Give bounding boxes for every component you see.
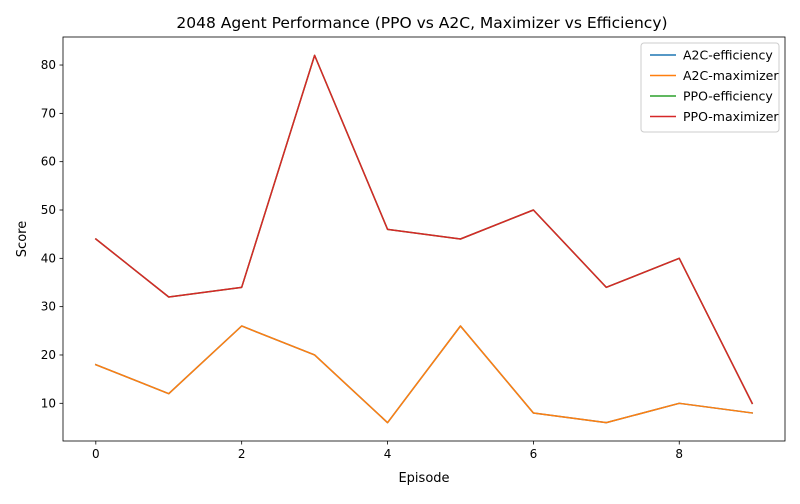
x-axis-label: Episode bbox=[398, 471, 449, 486]
y-tick-label: 70 bbox=[41, 106, 56, 120]
legend-label-a2c-efficiency: A2C-efficiency bbox=[683, 48, 773, 63]
x-axis-ticks: 0 2 4 6 8 bbox=[92, 441, 683, 461]
y-tick-label: 80 bbox=[41, 58, 56, 72]
chart-title: 2048 Agent Performance (PPO vs A2C, Maxi… bbox=[176, 14, 667, 32]
y-tick-label: 30 bbox=[41, 300, 56, 314]
legend-label-a2c-maximizer: A2C-maximizer bbox=[683, 68, 779, 83]
legend-items: A2C-efficiency A2C-maximizer PPO-efficienc… bbox=[650, 48, 779, 124]
x-tick-label: 0 bbox=[92, 447, 100, 461]
y-axis-label: Score bbox=[15, 221, 30, 257]
legend-label-ppo-maximizer: PPO-maximizer bbox=[683, 109, 779, 124]
y-tick-label: 50 bbox=[41, 203, 56, 217]
legend-box bbox=[640, 42, 780, 133]
x-tick-label: 2 bbox=[238, 447, 246, 461]
x-tick-label: 6 bbox=[530, 447, 538, 461]
legend-label-ppo-efficiency: PPO-efficiency bbox=[683, 89, 773, 104]
series-line-ppo-maximizer bbox=[94, 54, 754, 405]
plot-frame bbox=[62, 36, 786, 442]
y-tick-label: 10 bbox=[41, 396, 56, 410]
y-tick-label: 20 bbox=[41, 348, 56, 362]
series-layer bbox=[94, 54, 754, 424]
y-tick-label: 40 bbox=[41, 251, 56, 265]
series-line-a2c-maximizer bbox=[94, 325, 754, 424]
legend: A2C-efficiency A2C-maximizer PPO-efficienc… bbox=[640, 42, 780, 133]
x-tick-label: 4 bbox=[384, 447, 392, 461]
y-tick-label: 60 bbox=[41, 155, 56, 169]
y-axis-ticks: 10 20 30 40 50 60 70 80 bbox=[41, 58, 63, 410]
x-tick-label: 8 bbox=[675, 447, 683, 461]
